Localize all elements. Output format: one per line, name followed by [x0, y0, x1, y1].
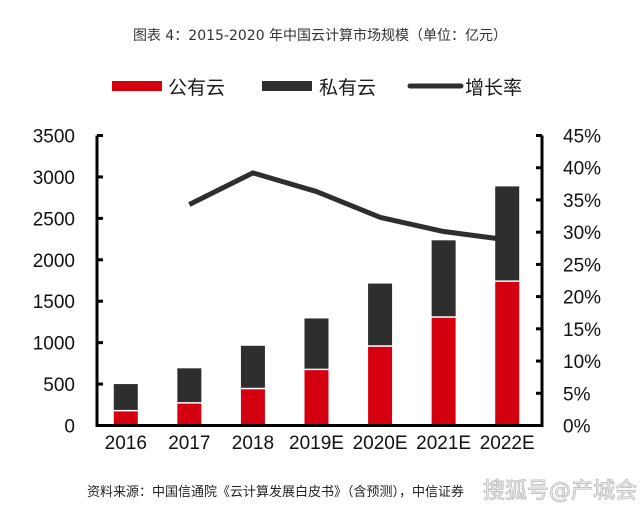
left-axis-tick-label: 3000 — [33, 168, 75, 189]
left-axis-tick-label: 1500 — [33, 292, 75, 313]
left-axis-tick-label: 3500 — [33, 127, 75, 148]
legend-swatch-public-cloud — [112, 81, 162, 91]
x-axis-tick-label: 2021E — [416, 433, 471, 454]
right-axis-tick-label: 10% — [563, 352, 601, 373]
legend-label-growth-rate: 增长率 — [465, 77, 522, 99]
bar-private-cloud-2022E — [495, 186, 520, 281]
right-axis-tick-label: 0% — [563, 417, 591, 438]
bar-private-cloud-2017 — [177, 368, 202, 403]
right-axis-tick-label: 5% — [563, 384, 591, 405]
watermark: 搜狐号@产城会 — [483, 479, 637, 504]
bar-private-cloud-2021E — [431, 240, 456, 317]
bar-public-cloud-2019E — [304, 370, 329, 426]
source-note: 资料来源：中国信通院《云计算发展白皮书》（含预测），中信证券 — [87, 484, 464, 500]
left-axis-tick-label: 1000 — [33, 334, 75, 355]
right-axis-tick-label: 20% — [563, 288, 601, 309]
legend-label-public-cloud: 公有云 — [168, 77, 225, 99]
legend-label-private-cloud: 私有云 — [319, 77, 376, 99]
legend-swatch-private-cloud — [262, 81, 312, 91]
left-axis-tick-label: 2500 — [33, 209, 75, 230]
x-axis-tick-label: 2022E — [480, 433, 535, 454]
bar-public-cloud-2021E — [431, 317, 456, 426]
right-axis-tick-label: 15% — [563, 320, 601, 341]
x-axis-tick-label: 2016 — [105, 433, 147, 454]
right-axis-tick-label: 40% — [563, 159, 601, 180]
right-axis-tick-label: 25% — [563, 255, 601, 276]
bar-public-cloud-2018 — [240, 389, 265, 426]
bar-public-cloud-2016 — [113, 411, 138, 426]
legend: 公有云 私有云 增长率 — [112, 77, 522, 99]
legend-item-public-cloud: 公有云 — [112, 77, 225, 99]
chart-title: 图表 4：2015-2020 年中国云计算市场规模（单位：亿元） — [133, 27, 507, 44]
plot-area: 0 500 1000 1500 2000 2500 3000 3500 0% 5% 10% 15% 20… — [33, 127, 601, 455]
bar-private-cloud-2018 — [240, 345, 265, 388]
bar-private-cloud-2016 — [113, 384, 138, 410]
right-axis-tick-label: 45% — [563, 127, 601, 148]
legend-item-growth-rate: 增长率 — [407, 77, 522, 99]
growth-rate-line — [188, 170, 508, 243]
x-axis-tick-label: 2018 — [232, 433, 274, 454]
bar-private-cloud-2019E — [304, 318, 329, 369]
left-axis-tick-label: 500 — [43, 375, 75, 396]
bar-private-cloud-2020E — [368, 283, 393, 346]
left-axis-tick-label: 0 — [64, 417, 75, 438]
left-axis-tick-label: 2000 — [33, 251, 75, 272]
legend-item-private-cloud: 私有云 — [262, 77, 376, 99]
x-axis-tick-label: 2017 — [168, 433, 210, 454]
bar-public-cloud-2020E — [368, 346, 393, 426]
x-axis-tick-label: 2020E — [353, 433, 408, 454]
bar-public-cloud-2017 — [177, 403, 202, 426]
x-axis-tick-label: 2019E — [289, 433, 344, 454]
bar-public-cloud-2022E — [495, 281, 520, 426]
right-axis-tick-label: 35% — [563, 191, 601, 212]
right-axis-tick-label: 30% — [563, 223, 601, 244]
